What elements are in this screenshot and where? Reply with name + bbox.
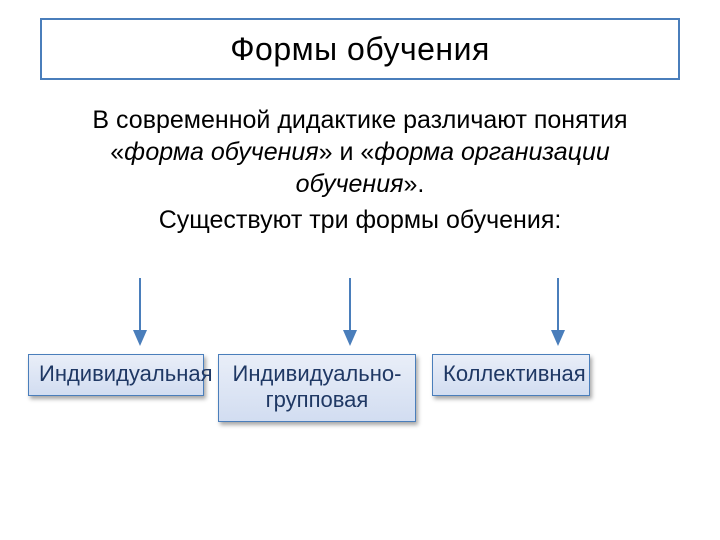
form-box-collective: Коллективная (432, 354, 590, 396)
para-italic1: форма обучения (124, 138, 318, 166)
body-paragraph: В современной дидактике различают поняти… (60, 104, 660, 236)
paragraph-line-1: В современной дидактике различают поняти… (60, 104, 660, 200)
arrow-3-icon (548, 276, 568, 346)
form-box-individual: Индивидуальная (28, 354, 204, 396)
slide-title: Формы обучения (230, 31, 490, 68)
form-box-label: Индивидуально-групповая (233, 361, 402, 412)
paragraph-line-2: Существуют три формы обучения: (60, 204, 660, 236)
form-box-individual-group: Индивидуально-групповая (218, 354, 416, 422)
arrow-1-icon (130, 276, 150, 346)
form-box-label: Коллективная (443, 361, 586, 386)
form-box-label: Индивидуальная (39, 361, 213, 386)
title-box: Формы обучения (40, 18, 680, 80)
para-mid: » и « (319, 138, 375, 166)
para-end: ». (403, 170, 424, 198)
arrow-2-icon (340, 276, 360, 346)
